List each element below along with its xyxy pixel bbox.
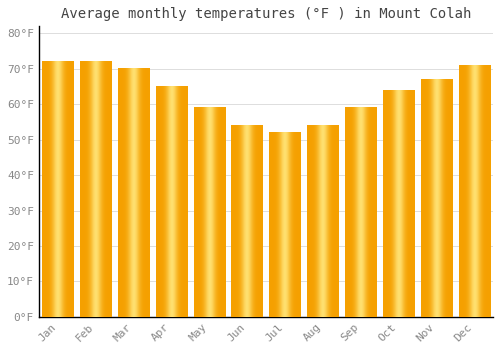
Bar bbox=[80, 62, 111, 317]
Bar bbox=[156, 86, 187, 317]
Bar bbox=[232, 126, 262, 317]
Title: Average monthly temperatures (°F ) in Mount Colah: Average monthly temperatures (°F ) in Mo… bbox=[60, 7, 471, 21]
Bar bbox=[270, 133, 300, 317]
Bar bbox=[383, 90, 414, 317]
Bar bbox=[307, 126, 338, 317]
Bar bbox=[118, 69, 149, 317]
Bar bbox=[345, 108, 376, 317]
Bar bbox=[194, 108, 224, 317]
Bar bbox=[421, 79, 452, 317]
Bar bbox=[42, 62, 74, 317]
Bar bbox=[458, 65, 490, 317]
